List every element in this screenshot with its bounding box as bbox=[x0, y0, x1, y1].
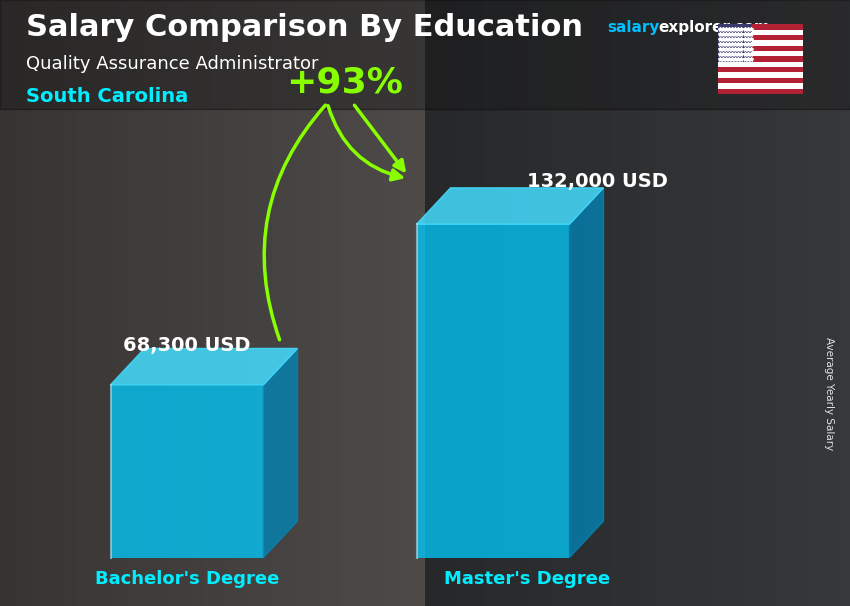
Bar bbox=[718, 56, 803, 62]
Text: 68,300 USD: 68,300 USD bbox=[123, 336, 251, 355]
Polygon shape bbox=[110, 348, 298, 385]
Bar bbox=[718, 51, 803, 56]
Text: Quality Assurance Administrator: Quality Assurance Administrator bbox=[26, 55, 318, 73]
Bar bbox=[718, 30, 803, 35]
Polygon shape bbox=[264, 348, 298, 558]
Bar bbox=[718, 83, 803, 88]
Polygon shape bbox=[570, 188, 603, 558]
Text: Salary Comparison By Education: Salary Comparison By Education bbox=[26, 13, 582, 42]
Bar bbox=[718, 41, 803, 45]
Polygon shape bbox=[416, 188, 604, 224]
Bar bbox=[718, 24, 803, 30]
Bar bbox=[718, 24, 752, 62]
Text: Bachelor's Degree: Bachelor's Degree bbox=[95, 570, 279, 588]
FancyBboxPatch shape bbox=[416, 224, 570, 558]
Bar bbox=[718, 67, 803, 73]
Bar bbox=[718, 88, 803, 94]
Text: 132,000 USD: 132,000 USD bbox=[527, 172, 668, 191]
Bar bbox=[718, 35, 803, 41]
FancyBboxPatch shape bbox=[110, 385, 264, 558]
Text: South Carolina: South Carolina bbox=[26, 87, 188, 107]
FancyArrowPatch shape bbox=[328, 105, 401, 180]
FancyArrowPatch shape bbox=[264, 105, 326, 340]
Text: Average Yearly Salary: Average Yearly Salary bbox=[824, 338, 834, 450]
Text: Master's Degree: Master's Degree bbox=[444, 570, 610, 588]
Bar bbox=[718, 62, 803, 67]
Text: salary: salary bbox=[608, 20, 660, 35]
Text: explorer: explorer bbox=[659, 20, 731, 35]
Text: +93%: +93% bbox=[286, 66, 403, 100]
Bar bbox=[718, 73, 803, 78]
FancyBboxPatch shape bbox=[0, 0, 850, 109]
Bar bbox=[718, 45, 803, 51]
Bar bbox=[718, 78, 803, 83]
Text: .com: .com bbox=[729, 20, 770, 35]
